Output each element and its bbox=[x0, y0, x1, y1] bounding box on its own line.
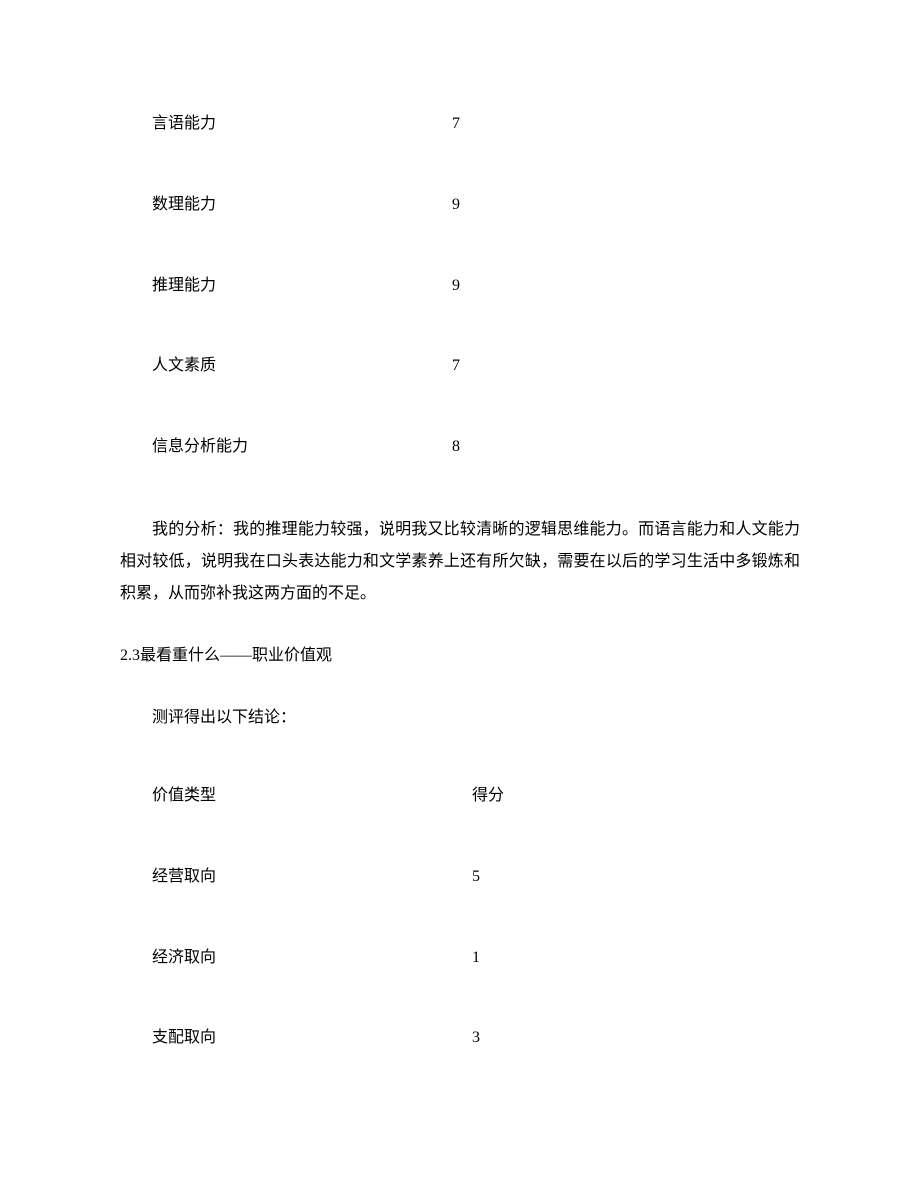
section-heading: 2.3最看重什么——职业价值观 bbox=[120, 640, 800, 672]
ability-label: 言语能力 bbox=[152, 110, 452, 139]
value-label: 经济取向 bbox=[152, 944, 472, 973]
value-header-label: 价值类型 bbox=[152, 782, 472, 811]
analysis-paragraph: 我的分析：我的推理能力较强，说明我又比较清晰的逻辑思维能力。而语言能力和人文能力… bbox=[120, 514, 800, 610]
ability-label: 数理能力 bbox=[152, 191, 452, 220]
ability-label: 信息分析能力 bbox=[152, 433, 452, 462]
value-label: 经营取向 bbox=[152, 863, 472, 892]
ability-value: 7 bbox=[452, 110, 460, 139]
ability-value: 7 bbox=[452, 352, 460, 381]
value-row: 支配取向 3 bbox=[120, 1024, 800, 1053]
value-header-row: 价值类型 得分 bbox=[120, 782, 800, 811]
ability-row: 言语能力 7 bbox=[120, 110, 800, 139]
value-label: 支配取向 bbox=[152, 1024, 472, 1053]
ability-value: 8 bbox=[452, 433, 460, 462]
ability-row: 信息分析能力 8 bbox=[120, 433, 800, 462]
value-header-score: 得分 bbox=[472, 782, 504, 811]
value-row: 经营取向 5 bbox=[120, 863, 800, 892]
value-score: 3 bbox=[472, 1024, 480, 1053]
ability-row: 数理能力 9 bbox=[120, 191, 800, 220]
ability-label: 推理能力 bbox=[152, 272, 452, 301]
ability-row: 推理能力 9 bbox=[120, 272, 800, 301]
ability-value: 9 bbox=[452, 272, 460, 301]
value-row: 经济取向 1 bbox=[120, 944, 800, 973]
sub-text: 测评得出以下结论： bbox=[120, 702, 800, 734]
value-score: 1 bbox=[472, 944, 480, 973]
ability-value: 9 bbox=[452, 191, 460, 220]
value-score: 5 bbox=[472, 863, 480, 892]
ability-label: 人文素质 bbox=[152, 352, 452, 381]
ability-row: 人文素质 7 bbox=[120, 352, 800, 381]
